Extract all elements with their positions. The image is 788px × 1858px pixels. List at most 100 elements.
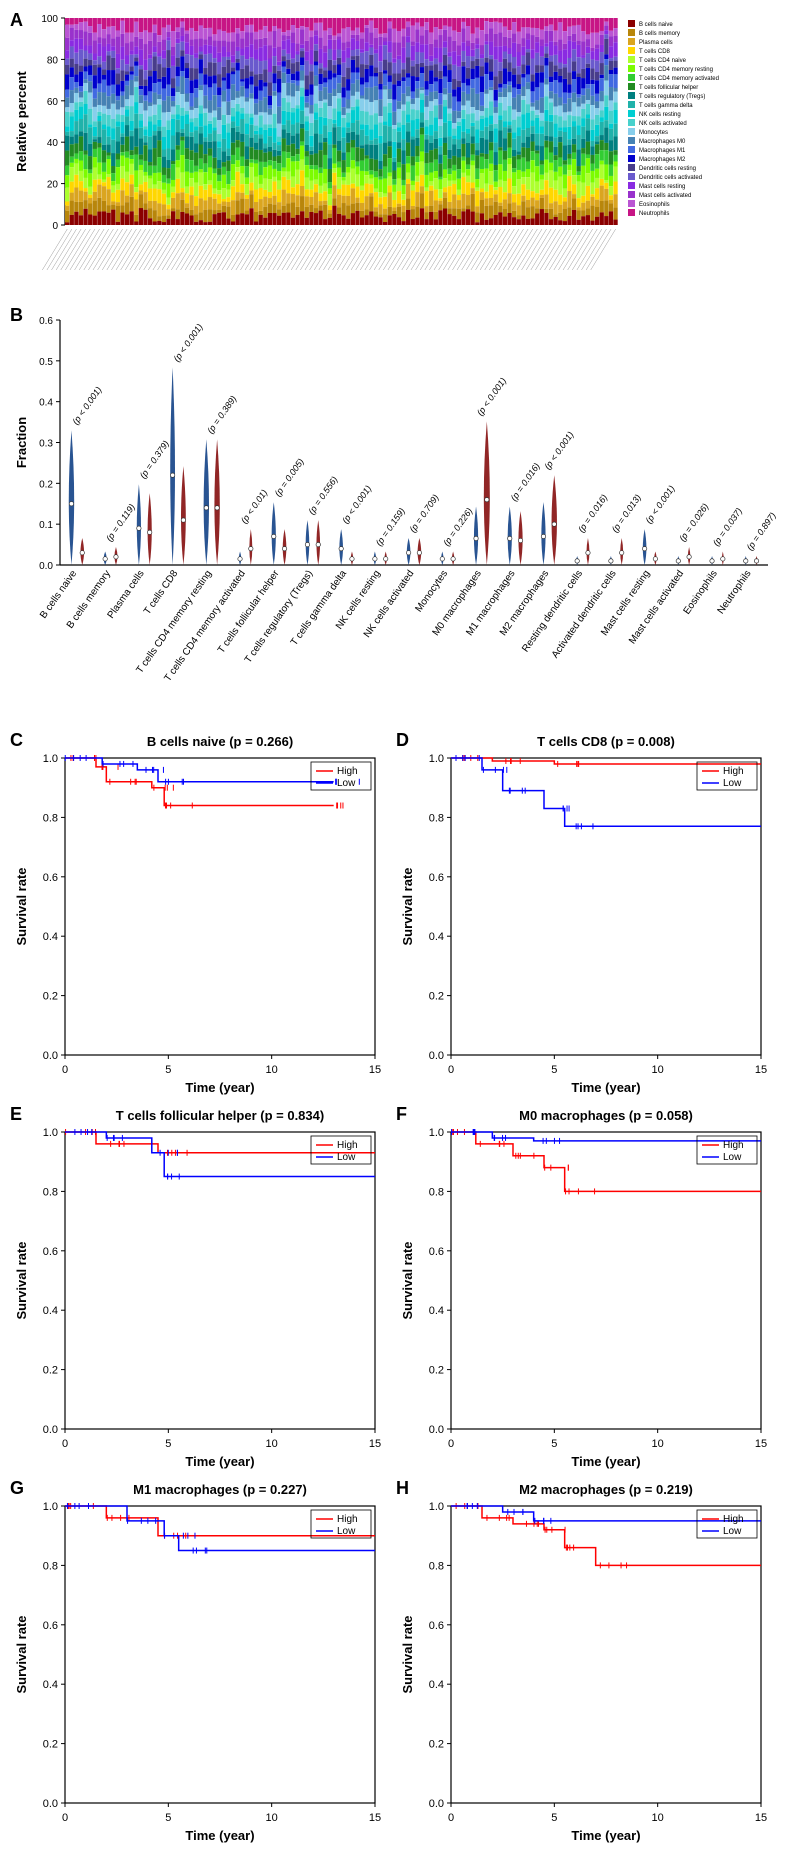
svg-text:(p = 0.037): (p = 0.037) — [711, 506, 744, 548]
svg-text:Low: Low — [337, 778, 356, 789]
panel-label: D — [396, 730, 409, 751]
svg-text:0: 0 — [52, 221, 58, 232]
svg-text:Mast cells resting: Mast cells resting — [639, 184, 685, 190]
svg-text:T cells follicular helper: T cells follicular helper — [639, 85, 698, 91]
svg-text:0.4: 0.4 — [429, 931, 444, 943]
svg-text:Macrophages M1: Macrophages M1 — [639, 148, 686, 154]
svg-text:0.2: 0.2 — [429, 991, 444, 1003]
svg-text:(p < 0.001): (p < 0.001) — [171, 322, 204, 364]
svg-text:0.6: 0.6 — [43, 1620, 58, 1632]
svg-text:10: 10 — [266, 1812, 278, 1824]
svg-text:15: 15 — [369, 1812, 381, 1824]
svg-text:(p < 0.01): (p < 0.01) — [239, 488, 269, 526]
svg-text:Dendritic cells activated: Dendritic cells activated — [639, 175, 702, 181]
svg-text:High: High — [723, 1514, 744, 1525]
svg-text:NK cells activated: NK cells activated — [639, 121, 687, 127]
svg-text:High: High — [723, 766, 744, 777]
svg-text:5: 5 — [551, 1064, 557, 1076]
stacked-bar-chart: 020406080100Relative percentB cells naiv… — [10, 10, 778, 290]
svg-text:B cells naive: B cells naive — [639, 22, 673, 28]
panel-a: A 020406080100Relative percentB cells na… — [10, 10, 778, 290]
svg-text:NK cells resting: NK cells resting — [639, 112, 681, 118]
svg-text:10: 10 — [652, 1438, 664, 1450]
svg-text:40: 40 — [47, 138, 59, 149]
svg-text:0.2: 0.2 — [43, 1365, 58, 1377]
svg-text:5: 5 — [551, 1438, 557, 1450]
svg-text:1.0: 1.0 — [429, 1127, 444, 1139]
svg-text:0.6: 0.6 — [429, 872, 444, 884]
svg-text:High: High — [337, 766, 358, 777]
svg-text:0: 0 — [62, 1064, 68, 1076]
svg-text:0.0: 0.0 — [43, 1798, 58, 1810]
svg-text:Dendritic cells resting: Dendritic cells resting — [639, 166, 696, 172]
svg-text:(p = 0.013): (p = 0.013) — [610, 493, 643, 535]
svg-text:0.4: 0.4 — [429, 1679, 444, 1691]
svg-text:Monocytes: Monocytes — [639, 130, 668, 136]
survival-plot: T cells CD8 (p = 0.008)0.00.20.40.60.81.… — [396, 730, 776, 1100]
svg-text:M0 macrophages (p = 0.058): M0 macrophages (p = 0.058) — [519, 1108, 693, 1123]
svg-text:Time (year): Time (year) — [185, 1828, 254, 1843]
svg-text:1.0: 1.0 — [429, 753, 444, 765]
svg-text:T cells gamma delta: T cells gamma delta — [639, 103, 693, 109]
svg-text:Low: Low — [337, 1526, 356, 1537]
svg-text:0.4: 0.4 — [39, 398, 53, 409]
survival-plot: M0 macrophages (p = 0.058)0.00.20.40.60.… — [396, 1104, 776, 1474]
svg-text:0.6: 0.6 — [429, 1246, 444, 1258]
survival-plot: B cells naive (p = 0.266)0.00.20.40.60.8… — [10, 730, 390, 1100]
svg-text:0.2: 0.2 — [429, 1739, 444, 1751]
svg-text:Resting dendritic cells: Resting dendritic cells — [520, 568, 585, 654]
panel-label: H — [396, 1478, 409, 1499]
svg-text:(p = 0.026): (p = 0.026) — [677, 502, 710, 544]
svg-text:Relative percent: Relative percent — [14, 71, 29, 172]
svg-text:0.0: 0.0 — [429, 1798, 444, 1810]
svg-text:Neutrophils: Neutrophils — [716, 568, 754, 616]
svg-text:0.0: 0.0 — [43, 1050, 58, 1062]
svg-text:0.0: 0.0 — [39, 561, 53, 572]
panel-label: E — [10, 1104, 22, 1125]
svg-text:0: 0 — [62, 1438, 68, 1450]
svg-text:15: 15 — [755, 1812, 767, 1824]
svg-text:20: 20 — [47, 180, 59, 191]
svg-text:Time (year): Time (year) — [571, 1080, 640, 1095]
svg-text:0.4: 0.4 — [429, 1305, 444, 1317]
svg-text:Survival rate: Survival rate — [14, 1241, 29, 1319]
svg-text:15: 15 — [755, 1064, 767, 1076]
svg-text:0: 0 — [448, 1438, 454, 1450]
svg-text:0.0: 0.0 — [429, 1050, 444, 1062]
svg-text:0.2: 0.2 — [43, 1739, 58, 1751]
panel-label: F — [396, 1104, 407, 1125]
svg-text:Macrophages M0: Macrophages M0 — [639, 139, 686, 145]
svg-text:High: High — [337, 1140, 358, 1151]
svg-text:(p = 0.226): (p = 0.226) — [441, 506, 474, 548]
svg-text:10: 10 — [652, 1812, 664, 1824]
svg-text:Time (year): Time (year) — [571, 1454, 640, 1469]
survival-plot: M1 macrophages (p = 0.227)0.00.20.40.60.… — [10, 1478, 390, 1848]
svg-text:B cells memory: B cells memory — [639, 31, 680, 37]
svg-text:M1 macrophages (p = 0.227): M1 macrophages (p = 0.227) — [133, 1482, 307, 1497]
svg-text:Mast cells activated: Mast cells activated — [639, 193, 691, 199]
svg-text:1.0: 1.0 — [43, 1127, 58, 1139]
svg-text:0: 0 — [62, 1812, 68, 1824]
svg-text:1.0: 1.0 — [43, 1501, 58, 1513]
svg-text:T cells CD8 (p = 0.008): T cells CD8 (p = 0.008) — [537, 734, 675, 749]
svg-text:0.8: 0.8 — [429, 1560, 444, 1572]
svg-text:0.0: 0.0 — [43, 1424, 58, 1436]
svg-text:B cells naive (p = 0.266): B cells naive (p = 0.266) — [147, 734, 293, 749]
panel-e: ET cells follicular helper (p = 0.834)0.… — [10, 1104, 392, 1474]
svg-text:5: 5 — [165, 1064, 171, 1076]
svg-text:Survival rate: Survival rate — [14, 1615, 29, 1693]
svg-text:0: 0 — [448, 1064, 454, 1076]
svg-text:High: High — [723, 1140, 744, 1151]
svg-text:(p < 0.001): (p < 0.001) — [70, 385, 103, 427]
svg-text:5: 5 — [165, 1812, 171, 1824]
svg-text:60: 60 — [47, 97, 59, 108]
svg-text:Time (year): Time (year) — [185, 1454, 254, 1469]
svg-text:(p = 0.119): (p = 0.119) — [104, 502, 137, 543]
svg-text:(p < 0.001): (p < 0.001) — [340, 484, 373, 526]
svg-text:T cells regulatory (Tregs): T cells regulatory (Tregs) — [243, 568, 315, 665]
svg-text:Macrophages M2: Macrophages M2 — [639, 157, 686, 163]
svg-text:0.4: 0.4 — [43, 1305, 58, 1317]
svg-text:(p < 0.001): (p < 0.001) — [542, 430, 575, 472]
svg-text:10: 10 — [652, 1064, 664, 1076]
svg-text:0.8: 0.8 — [43, 812, 58, 824]
